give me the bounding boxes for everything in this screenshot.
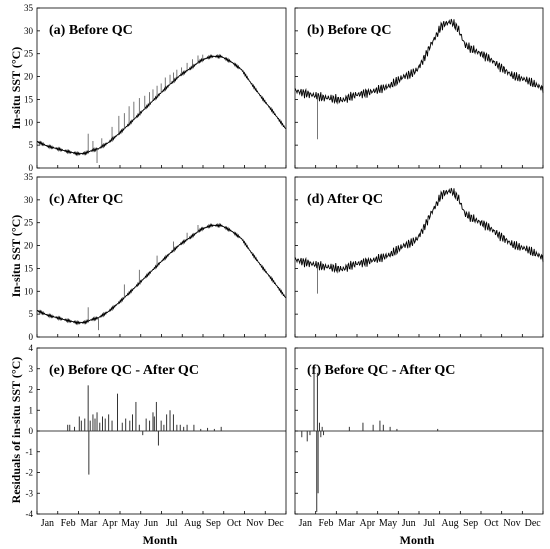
- y-tick-label: 25: [24, 218, 34, 228]
- series-line: [36, 53, 287, 157]
- x-tick-label-dec: Dec: [525, 518, 542, 529]
- panel-b: (b) Before QC: [294, 7, 544, 169]
- panel-d: (d) After QC: [294, 176, 544, 338]
- x-tick-label-mar: Mar: [338, 518, 355, 529]
- y-axis-label-bottom: Residuals of in-situ SST (°C): [9, 357, 23, 504]
- x-tick-label-dec: Dec: [268, 518, 285, 529]
- y-tick-label: 30: [24, 26, 34, 36]
- x-tick-label-jun: Jun: [144, 518, 158, 529]
- panel-title: (e) Before QC - After QC: [49, 363, 199, 378]
- y-tick-label: 2: [29, 385, 34, 395]
- y-tick-label: 5: [29, 309, 34, 319]
- panel-title: (a) Before QC: [49, 23, 133, 38]
- y-tick-label: -4: [26, 509, 34, 519]
- y-axis-label-top: In-situ SST (°C): [9, 47, 23, 130]
- series-line: [294, 18, 544, 105]
- y-tick-label: 0: [29, 163, 34, 173]
- y-tick-label: 0: [29, 332, 34, 342]
- y-tick-label: 0: [29, 426, 34, 436]
- y-tick-label: 25: [24, 49, 34, 59]
- series-line: [36, 222, 287, 326]
- x-tick-label-jul: Jul: [423, 518, 435, 529]
- panel-title: (d) After QC: [307, 192, 383, 207]
- x-tick-label-mar: Mar: [81, 518, 98, 529]
- y-axis-label-middle: In-situ SST (°C): [9, 215, 23, 298]
- x-tick-label-feb: Feb: [319, 518, 334, 529]
- x-axis-label-right: Month: [400, 533, 435, 547]
- y-tick-label: -1: [26, 447, 34, 457]
- x-tick-label-may: May: [379, 518, 397, 529]
- y-tick-label: 10: [24, 117, 34, 127]
- x-tick-label-apr: Apr: [102, 518, 118, 529]
- x-tick-label-oct: Oct: [484, 518, 499, 529]
- panel-title: (f) Before QC - After QC: [307, 363, 455, 378]
- y-tick-label: -2: [26, 468, 34, 478]
- x-tick-label-sep: Sep: [206, 518, 221, 529]
- x-axis-label-left: Month: [143, 533, 178, 547]
- y-tick-label: 10: [24, 286, 34, 296]
- y-tick-label: 15: [24, 263, 34, 273]
- y-tick-label: 30: [24, 195, 34, 205]
- series-line: [294, 187, 544, 274]
- panel-c: 0 5 10 15 20 25 30 35 (c) After QC: [24, 172, 287, 342]
- y-tick-label: 35: [24, 3, 34, 13]
- panel-e: -4 -3 -2 -1 0 1 2 3 4 Jan Feb Mar Apr May Jun Jul Aug Sep…: [26, 343, 287, 529]
- x-tick-label-aug: Aug: [184, 518, 201, 529]
- x-tick-label-may: May: [121, 518, 139, 529]
- panel-title: (b) Before QC: [307, 23, 392, 38]
- y-tick-label: 1: [29, 405, 34, 415]
- y-tick-label: 4: [29, 343, 34, 353]
- panel-a: 0 5 10 15 20 25 30 35 (a) Before QC: [24, 3, 287, 173]
- x-tick-label-nov: Nov: [246, 518, 263, 529]
- y-tick-label: 5: [29, 140, 34, 150]
- y-tick-label: 20: [24, 241, 34, 251]
- x-tick-label-jan: Jan: [299, 518, 312, 529]
- y-tick-label: -3: [26, 488, 34, 498]
- y-tick-label: 15: [24, 94, 34, 104]
- y-tick-label: 35: [24, 172, 34, 182]
- panel-f: Jan Feb Mar Apr May Jun Jul Aug Sep Oct Nov Dec (f) …: [294, 347, 544, 529]
- x-tick-label-apr: Apr: [360, 518, 376, 529]
- x-tick-label-feb: Feb: [61, 518, 76, 529]
- x-tick-label-jun: Jun: [402, 518, 416, 529]
- y-tick-label: 3: [29, 364, 34, 374]
- x-tick-label-sep: Sep: [463, 518, 478, 529]
- x-tick-label-oct: Oct: [227, 518, 242, 529]
- panel-title: (c) After QC: [49, 192, 123, 207]
- x-tick-label-aug: Aug: [441, 518, 458, 529]
- x-tick-label-nov: Nov: [503, 518, 520, 529]
- x-tick-label-jan: Jan: [41, 518, 54, 529]
- y-tick-label: 20: [24, 72, 34, 82]
- x-tick-label-jul: Jul: [166, 518, 178, 529]
